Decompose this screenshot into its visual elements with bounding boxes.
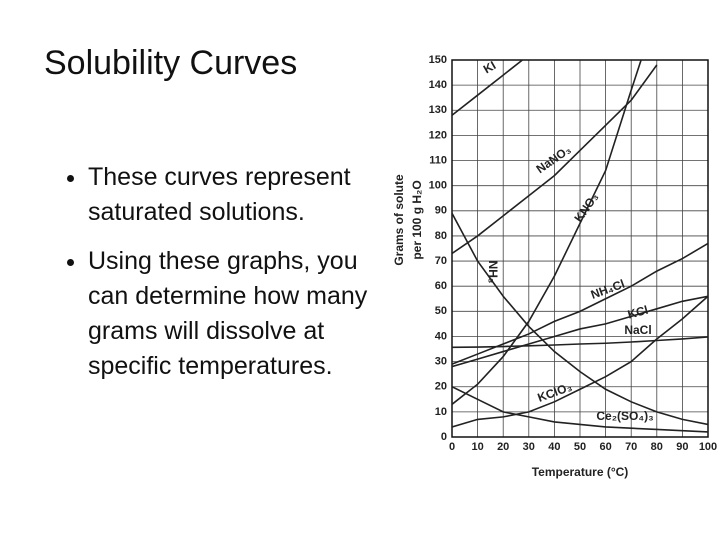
y-tick-label: 140	[429, 79, 447, 91]
x-tick-label: 90	[676, 441, 688, 453]
y-tick-label: 110	[429, 154, 447, 166]
curve-label: KNO₃	[571, 190, 601, 224]
y-tick-label: 130	[429, 104, 447, 116]
chart: Grams of solute per 100 g H₂O Temperatur…	[392, 54, 717, 479]
y-tick-label: 150	[429, 54, 447, 66]
slide-title: Solubility Curves	[44, 44, 298, 82]
curve	[452, 60, 524, 116]
curve-label: KCl	[626, 303, 650, 322]
x-tick-label: 100	[699, 441, 717, 453]
y-tick-label: 70	[435, 255, 447, 267]
curve	[452, 386, 708, 433]
x-tick-label: 60	[599, 441, 611, 453]
y-tick-label: 0	[441, 431, 447, 443]
curve	[452, 60, 642, 405]
curve	[452, 336, 708, 349]
x-tick-label: 10	[471, 441, 483, 453]
curve-label: Ce₂(SO₄)₃	[596, 409, 653, 423]
x-tick-label: 80	[651, 441, 663, 453]
bullet: Using these graphs, you can determine ho…	[88, 244, 388, 384]
y-tick-label: 40	[435, 330, 447, 342]
y-tick-label: 90	[435, 205, 447, 217]
y-tick-label: 100	[429, 180, 447, 192]
plot-frame	[451, 59, 709, 438]
y-tick-label: 80	[435, 230, 447, 242]
curve-label: KI	[481, 58, 498, 76]
curve-label: NaNO₃	[534, 142, 574, 176]
curve	[452, 295, 708, 428]
x-tick-label: 0	[449, 441, 455, 453]
plot-area	[452, 60, 708, 433]
curve	[452, 64, 658, 255]
curve	[452, 295, 708, 368]
y-tick-label: 50	[435, 305, 447, 317]
x-tick-label: 40	[548, 441, 560, 453]
y-axis-title: Grams of solute	[392, 174, 406, 266]
x-tick-label: 20	[497, 441, 509, 453]
curve-label: NH₃	[486, 261, 500, 284]
y-tick-label: 10	[435, 406, 447, 418]
x-tick-label: 70	[625, 441, 637, 453]
x-tick-label: 30	[523, 441, 535, 453]
y-tick-label: 120	[429, 129, 447, 141]
bullet: These curves represent saturated solutio…	[88, 160, 388, 230]
curve-label: NaCl	[624, 323, 651, 337]
y-tick-label: 30	[435, 356, 447, 368]
bullet-list: These curves represent saturated solutio…	[50, 160, 388, 398]
x-tick-label: 50	[574, 441, 586, 453]
x-axis-title: Temperature (°C)	[532, 465, 629, 479]
y-tick-label: 60	[435, 280, 447, 292]
y-axis-title: per 100 g H₂O	[410, 180, 424, 259]
y-tick-label: 20	[435, 381, 447, 393]
curve	[452, 212, 708, 426]
